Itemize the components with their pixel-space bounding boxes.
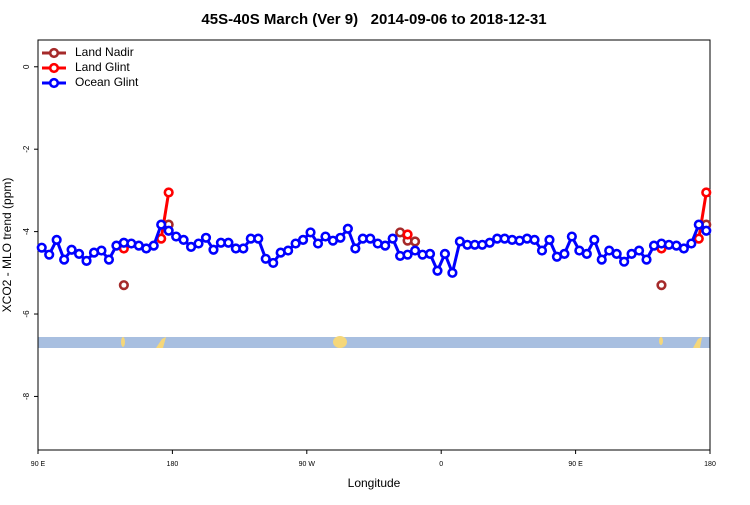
data-point <box>283 245 294 256</box>
data-point <box>484 237 495 248</box>
data-point <box>686 238 697 249</box>
ocean-strip <box>38 337 710 348</box>
chart-title: 45S-40S March (Ver 9) 2014-09-06 to 2018… <box>201 11 546 28</box>
data-point <box>44 249 55 260</box>
legend-marker <box>48 62 60 74</box>
data-point <box>424 248 436 259</box>
data-point <box>51 234 62 245</box>
data-point <box>365 233 376 244</box>
data-point <box>566 231 577 242</box>
data-point <box>335 232 346 243</box>
data-point <box>148 240 159 251</box>
land-blob <box>121 337 125 347</box>
data-point <box>238 243 249 254</box>
data-point <box>268 257 279 269</box>
data-point <box>200 232 212 243</box>
data-point <box>103 254 115 265</box>
x-tick-label: 180 <box>704 461 716 468</box>
data-point <box>297 234 309 245</box>
land-blob <box>659 337 663 345</box>
data-point <box>253 233 264 244</box>
y-tick-label: -6 <box>22 310 31 318</box>
data-point <box>693 219 704 230</box>
legend-label: Land Nadir <box>75 45 134 59</box>
x-tick-label: 90 W <box>299 461 316 468</box>
data-point <box>439 248 451 259</box>
data-point <box>529 234 540 245</box>
data-point <box>633 245 645 256</box>
data-point <box>163 225 174 236</box>
data-point <box>409 236 421 247</box>
data-point <box>693 233 704 244</box>
data-point <box>641 254 652 265</box>
data-point <box>118 280 129 291</box>
land-ocean-strip <box>38 336 710 348</box>
data-point <box>312 238 324 249</box>
data-point <box>193 238 204 249</box>
legend-label: Ocean Glint <box>75 75 139 89</box>
data-point <box>701 187 712 198</box>
y-tick-label: 0 <box>22 64 31 69</box>
data-point <box>223 237 234 248</box>
y-axis-label: XCO2 - MLO trend (ppm) <box>0 178 14 313</box>
data-point <box>656 280 667 291</box>
y-tick-label: -8 <box>22 392 31 400</box>
data-point <box>59 254 70 265</box>
land-blob <box>156 337 166 348</box>
legend-marker <box>48 77 60 89</box>
y-tick-label: -4 <box>22 228 31 236</box>
data-point <box>342 223 353 234</box>
x-tick-label: 0 <box>439 461 443 468</box>
data-point <box>589 234 600 245</box>
land-blob <box>693 337 702 348</box>
data-point <box>81 255 92 266</box>
data-point <box>409 245 421 256</box>
x-tick-label: 180 <box>167 461 179 468</box>
series-line <box>159 192 708 239</box>
x-tick-label: 90 E <box>568 461 583 468</box>
data-point <box>156 219 167 230</box>
y-tick-label: -2 <box>22 145 31 153</box>
data-point <box>581 248 592 259</box>
data-point <box>96 245 107 256</box>
data-point <box>73 248 85 259</box>
data-point <box>432 265 443 276</box>
data-point <box>290 238 301 249</box>
data-point <box>350 243 361 254</box>
data-point <box>208 244 219 255</box>
data-point <box>559 248 570 259</box>
data-point <box>260 253 271 264</box>
data-point <box>596 254 607 265</box>
data-point <box>380 240 391 251</box>
data-point <box>536 245 548 256</box>
data-point <box>447 267 458 278</box>
data-point <box>678 243 689 254</box>
data-point <box>611 248 622 259</box>
data-point <box>163 187 174 198</box>
data-point <box>544 234 555 245</box>
x-tick-label: 90 E <box>31 461 46 468</box>
data-point <box>387 233 398 244</box>
land-blob <box>333 336 347 348</box>
data-point <box>320 231 331 242</box>
data-point <box>178 234 189 245</box>
data-point <box>305 227 316 238</box>
data-point <box>36 242 47 253</box>
data-point <box>402 229 413 240</box>
data-point <box>619 256 630 267</box>
legend-marker <box>48 47 60 59</box>
data-point <box>701 225 712 236</box>
data-point <box>402 249 413 260</box>
legend-label: Land Glint <box>75 60 130 74</box>
x-axis-label: Longitude <box>348 476 401 490</box>
data-point <box>66 244 77 255</box>
